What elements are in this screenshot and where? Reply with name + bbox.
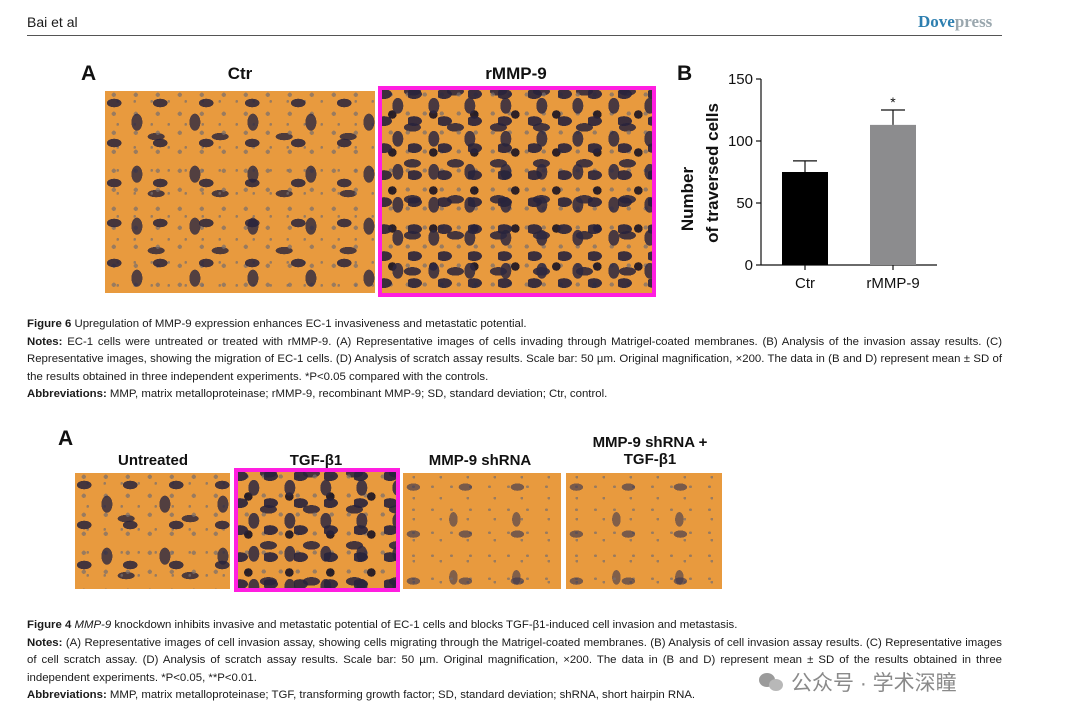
fig4-label-tgfb1: TGF-β1 bbox=[289, 452, 343, 469]
fig4-caption-notes: Notes: (A) Representative images of cell… bbox=[27, 635, 1002, 688]
fig6-abbrev-text: MMP, matrix metalloproteinase; rMMP-9, r… bbox=[106, 388, 608, 400]
x-tick-label: rMMP-9 bbox=[866, 275, 919, 292]
fig6-label-ctr: Ctr bbox=[227, 64, 253, 83]
fig6-caption-notes: Notes: EC-1 cells were untreated or trea… bbox=[27, 334, 1002, 387]
watermark-text: 公众号 · 学术深瞳 bbox=[791, 672, 957, 695]
fig6-label-rmmp9: rMMP-9 bbox=[485, 64, 547, 83]
y-axis-label-line1: Number bbox=[678, 167, 697, 232]
fig4-notes-lead: Notes: bbox=[27, 636, 63, 649]
fig6-panel-b-letter: B bbox=[677, 62, 693, 85]
fig4-panel-a-letter: A bbox=[58, 427, 74, 450]
fig6-panel-a-letter: A bbox=[81, 62, 97, 85]
fig4-micrograph-tgfb1 bbox=[234, 468, 400, 592]
fig6-micrograph-ctr bbox=[105, 91, 375, 293]
running-head: Bai et al bbox=[27, 14, 78, 30]
y-tick-label: 100 bbox=[728, 133, 753, 150]
fig4-title-italic: MMP-9 bbox=[71, 619, 112, 631]
fig4-caption: Figure 4 MMP-9 knockdown inhibits invasi… bbox=[27, 617, 1002, 705]
x-tick-label: Ctr bbox=[795, 275, 815, 292]
bar-rmmp-9 bbox=[870, 124, 916, 265]
fig6-caption-abbrev: Abbreviations: MMP, matrix metalloprotei… bbox=[27, 386, 1002, 404]
fig4-caption-title: Figure 4 MMP-9 knockdown inhibits invasi… bbox=[27, 617, 1002, 635]
significance-marker: * bbox=[890, 94, 896, 110]
fig6-abbrev-lead: Abbreviations: bbox=[27, 388, 107, 400]
fig4-micrograph-mmp9-shrna-tgfb1 bbox=[566, 473, 722, 589]
fig4-notes-text: (A) Representative images of cell invasi… bbox=[27, 636, 1002, 684]
logo-main: Dove bbox=[918, 12, 955, 31]
fig6-title-lead: Figure 6 bbox=[27, 318, 72, 330]
fig4-abbrev-text: MMP, matrix metalloproteinase; TGF, tran… bbox=[106, 689, 696, 701]
y-tick-label: 0 bbox=[745, 257, 753, 274]
y-axis-label-line2: of traversed cells bbox=[703, 103, 722, 243]
fig4-label-line2: TGF-β1 bbox=[623, 451, 677, 468]
header-divider bbox=[27, 35, 1002, 36]
y-tick-label: 50 bbox=[736, 195, 753, 212]
fig4-micrograph-mmp9-shrna bbox=[403, 473, 561, 589]
fig6-title-text: Upregulation of MMP-9 expression enhance… bbox=[71, 318, 527, 330]
fig4-abbrev-lead: Abbreviations: bbox=[27, 689, 107, 701]
y-tick-label: 150 bbox=[728, 71, 753, 88]
watermark: 公众号 · 学术深瞳 bbox=[759, 667, 957, 697]
wechat-icon bbox=[759, 671, 785, 693]
fig6-caption-title: Figure 6 Upregulation of MMP-9 expressio… bbox=[27, 316, 1002, 334]
bar-ctr bbox=[782, 172, 828, 265]
fig4-label-line1: MMP-9 shRNA + bbox=[592, 434, 708, 451]
fig4-label-untreated: Untreated bbox=[117, 452, 188, 469]
fig4-label-mmp9-shrna-tgfb1: MMP-9 shRNA + TGF-β1 bbox=[570, 434, 730, 468]
fig6-notes-text: EC-1 cells were untreated or treated wit… bbox=[27, 335, 1002, 383]
fig6-bar-chart: Number of traversed cells 0 50 100 150 Ctr rM… bbox=[678, 71, 937, 292]
fig4-label-mmp9-shrna: MMP-9 shRNA bbox=[428, 452, 532, 469]
fig4-caption-abbrev: Abbreviations: MMP, matrix metalloprotei… bbox=[27, 687, 1002, 705]
fig4-micrograph-untreated bbox=[75, 473, 230, 589]
fig4-title-lead: Figure 4 bbox=[27, 619, 72, 631]
fig6-micrograph-rmmp9 bbox=[378, 86, 656, 297]
fig6-caption: Figure 6 Upregulation of MMP-9 expressio… bbox=[27, 316, 1002, 404]
publisher-logo: Dovepress bbox=[918, 12, 992, 32]
fig6-notes-lead: Notes: bbox=[27, 335, 63, 348]
logo-suffix: press bbox=[954, 12, 993, 31]
fig4-title-text: knockdown inhibits invasive and metastat… bbox=[111, 619, 738, 631]
